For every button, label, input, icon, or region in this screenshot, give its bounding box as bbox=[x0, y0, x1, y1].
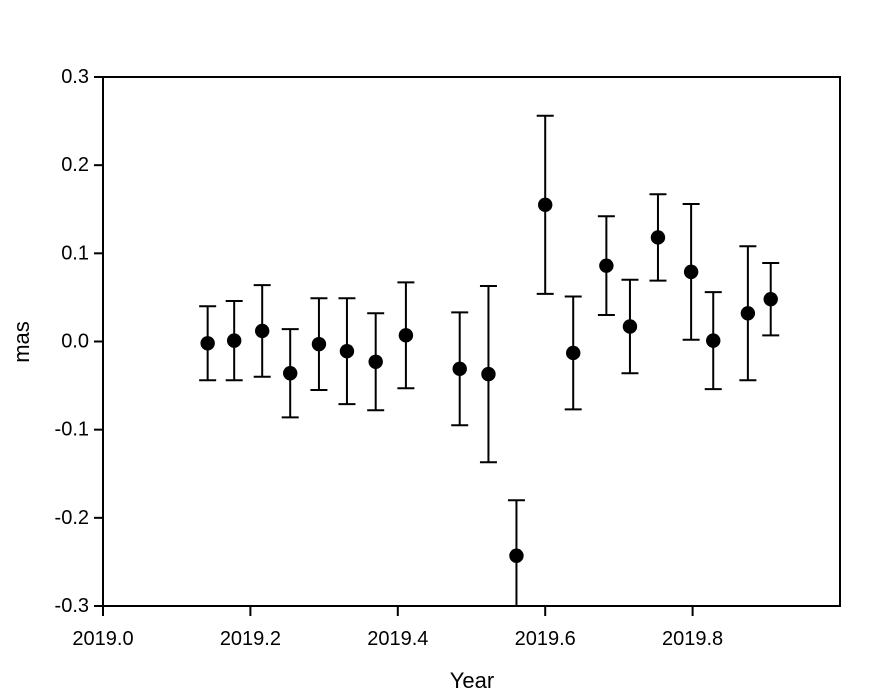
x-axis-title: Year bbox=[449, 668, 495, 693]
data-point bbox=[398, 328, 414, 343]
data-point bbox=[650, 230, 666, 245]
data-point bbox=[566, 345, 581, 361]
data-point bbox=[452, 361, 467, 377]
data-point bbox=[226, 333, 242, 348]
data-point bbox=[622, 319, 638, 334]
x-tick-label: 2019.2 bbox=[220, 628, 281, 650]
y-tick-label: 0.2 bbox=[61, 154, 89, 176]
data-point bbox=[706, 333, 721, 348]
y-tick-label: 0.0 bbox=[61, 331, 89, 353]
y-tick-label: -0.3 bbox=[55, 595, 89, 617]
x-tick-label: 2019.0 bbox=[72, 628, 133, 650]
data-point bbox=[481, 366, 496, 382]
y-tick-label: 0.3 bbox=[61, 66, 89, 88]
data-point bbox=[254, 323, 270, 339]
y-tick-label: -0.2 bbox=[55, 507, 89, 529]
data-point bbox=[282, 366, 298, 381]
data-point bbox=[311, 336, 327, 352]
x-tick-label: 2019.4 bbox=[367, 628, 428, 650]
y-axis-title: mas bbox=[9, 321, 34, 363]
data-point bbox=[599, 258, 614, 273]
data-point bbox=[683, 264, 699, 280]
y-tick-label: -0.1 bbox=[55, 419, 89, 441]
data-point bbox=[740, 306, 756, 321]
data-point bbox=[200, 336, 215, 351]
data-point bbox=[538, 197, 553, 213]
data-point bbox=[509, 548, 524, 563]
y-tick-label: 0.1 bbox=[61, 242, 89, 264]
data-point bbox=[763, 291, 778, 307]
data-point bbox=[339, 343, 355, 359]
data-point bbox=[368, 354, 383, 369]
x-tick-label: 2019.6 bbox=[515, 628, 576, 650]
plot-border bbox=[102, 76, 841, 607]
x-tick-label: 2019.8 bbox=[662, 628, 723, 650]
